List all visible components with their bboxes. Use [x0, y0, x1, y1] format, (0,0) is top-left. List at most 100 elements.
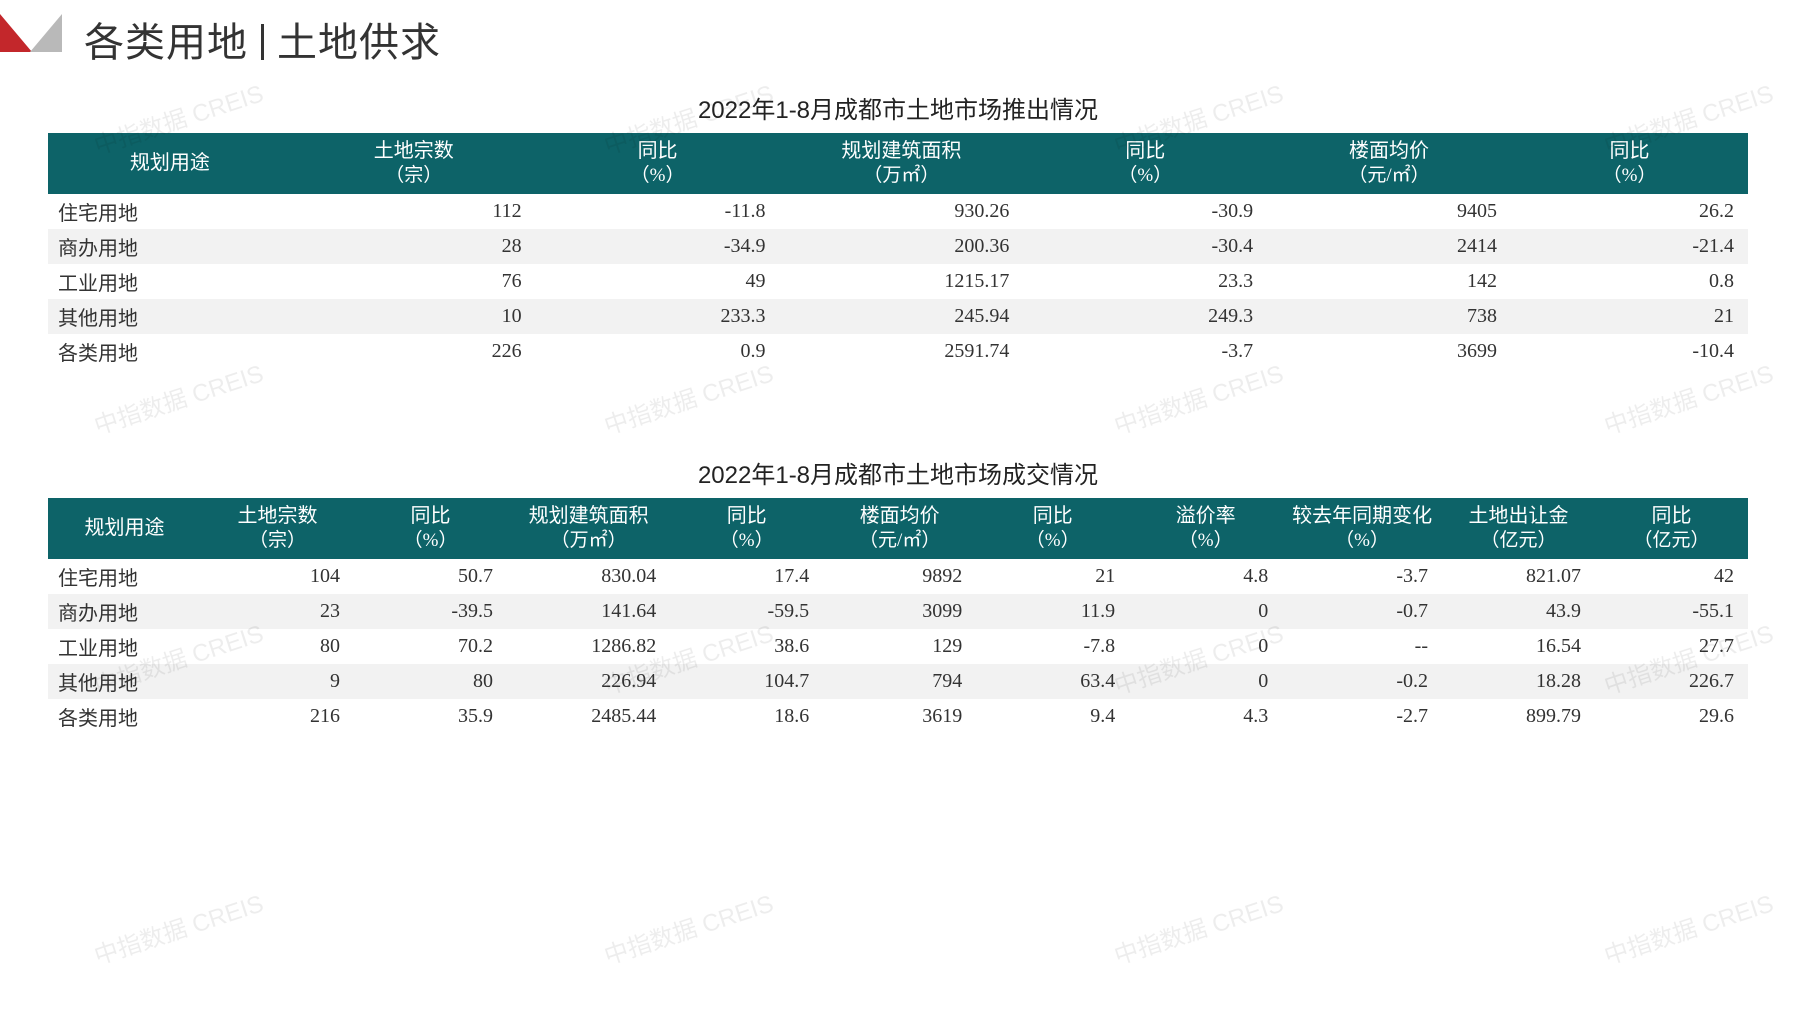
data-cell: 4.3 — [1129, 699, 1282, 734]
data-cell: 1286.82 — [507, 629, 670, 664]
data-cell: -11.8 — [536, 194, 780, 229]
data-cell: 9405 — [1267, 194, 1511, 229]
data-cell: 129 — [823, 629, 976, 664]
data-cell: 0.8 — [1511, 264, 1748, 299]
watermark-text: 中指数据 CREIS — [1599, 884, 1777, 972]
column-header-unit: （%） — [1515, 164, 1744, 188]
data-cell: 142 — [1267, 264, 1511, 299]
supply-section: 2022年1-8月成都市土地市场推出情况 规划用途土地宗数（宗）同比（%）规划建… — [48, 90, 1748, 369]
data-cell: 63.4 — [976, 664, 1129, 699]
table-row: 住宅用地10450.7830.0417.49892214.8-3.7821.07… — [48, 559, 1748, 594]
column-header-label: 同比 — [1609, 140, 1649, 162]
data-cell: -- — [1282, 629, 1442, 664]
table-row: 各类用地2260.92591.74-3.73699-10.4 — [48, 334, 1748, 369]
data-cell: 3619 — [823, 699, 976, 734]
column-header-label: 楼面均价 — [860, 505, 940, 527]
row-label-cell: 工业用地 — [48, 629, 201, 664]
column-header: 同比（%） — [536, 133, 780, 194]
column-header-label: 规划用途 — [130, 152, 210, 174]
row-label-cell: 各类用地 — [48, 699, 201, 734]
column-header-unit: （亿元） — [1599, 529, 1744, 553]
table-row: 工业用地76491215.1723.31420.8 — [48, 264, 1748, 299]
table-row: 各类用地21635.92485.4418.636199.44.3-2.7899.… — [48, 699, 1748, 734]
data-cell: 9.4 — [976, 699, 1129, 734]
watermark-text: 中指数据 CREIS — [1109, 884, 1287, 972]
data-cell: -3.7 — [1282, 559, 1442, 594]
data-cell: 0 — [1129, 629, 1282, 664]
table-row: 其他用地980226.94104.779463.40-0.218.28226.7 — [48, 664, 1748, 699]
column-header: 土地出让金（亿元） — [1442, 498, 1595, 559]
page-title-left: 各类用地 — [84, 20, 248, 65]
column-header-label: 溢价率 — [1176, 505, 1236, 527]
data-cell: 29.6 — [1595, 699, 1748, 734]
data-cell: 1215.17 — [779, 264, 1023, 299]
data-cell: 23 — [201, 594, 354, 629]
table-row: 工业用地8070.21286.8238.6129-7.80--16.5427.7 — [48, 629, 1748, 664]
data-cell: 10 — [292, 299, 536, 334]
column-header-unit: （%） — [540, 164, 776, 188]
data-cell: 2591.74 — [779, 334, 1023, 369]
column-header-unit: （亿元） — [1446, 529, 1591, 553]
transaction-section: 2022年1-8月成都市土地市场成交情况 规划用途土地宗数（宗）同比（%）规划建… — [48, 455, 1748, 734]
data-cell: -55.1 — [1595, 594, 1748, 629]
data-cell: 42 — [1595, 559, 1748, 594]
data-cell: 104 — [201, 559, 354, 594]
column-header: 土地宗数（宗） — [201, 498, 354, 559]
column-header: 楼面均价（元/㎡） — [1267, 133, 1511, 194]
data-cell: 3699 — [1267, 334, 1511, 369]
data-cell: -30.4 — [1023, 229, 1267, 264]
row-label-cell: 工业用地 — [48, 264, 292, 299]
column-header-label: 土地出让金 — [1468, 505, 1568, 527]
data-cell: 21 — [976, 559, 1129, 594]
column-header: 同比（亿元） — [1595, 498, 1748, 559]
transaction-table-title: 2022年1-8月成都市土地市场成交情况 — [48, 455, 1748, 490]
data-cell: 216 — [201, 699, 354, 734]
column-header-unit: （万㎡） — [511, 529, 666, 553]
brand-logo — [0, 14, 70, 52]
data-cell: 70.2 — [354, 629, 507, 664]
data-cell: 738 — [1267, 299, 1511, 334]
supply-table-title: 2022年1-8月成都市土地市场推出情况 — [48, 90, 1748, 125]
data-cell: 76 — [292, 264, 536, 299]
data-cell: 249.3 — [1023, 299, 1267, 334]
data-cell: 226.7 — [1595, 664, 1748, 699]
column-header: 土地宗数（宗） — [292, 133, 536, 194]
title-separator-icon — [261, 24, 264, 60]
data-cell: 2414 — [1267, 229, 1511, 264]
data-cell: 104.7 — [670, 664, 823, 699]
transaction-table: 规划用途土地宗数（宗）同比（%）规划建筑面积（万㎡）同比（%）楼面均价（元/㎡）… — [48, 498, 1748, 734]
data-cell: 226.94 — [507, 664, 670, 699]
column-header-label: 同比 — [411, 505, 451, 527]
column-header-unit: （宗） — [296, 164, 532, 188]
data-cell: 38.6 — [670, 629, 823, 664]
data-cell: 141.64 — [507, 594, 670, 629]
table-row: 住宅用地112-11.8930.26-30.9940526.2 — [48, 194, 1748, 229]
data-cell: 28 — [292, 229, 536, 264]
column-header-label: 土地宗数 — [238, 505, 318, 527]
data-cell: 233.3 — [536, 299, 780, 334]
data-cell: 26.2 — [1511, 194, 1748, 229]
column-header-label: 规划用途 — [85, 517, 165, 539]
data-cell: 49 — [536, 264, 780, 299]
data-cell: -34.9 — [536, 229, 780, 264]
row-label-cell: 各类用地 — [48, 334, 292, 369]
data-cell: 9892 — [823, 559, 976, 594]
data-cell: -10.4 — [1511, 334, 1748, 369]
column-header-unit: （宗） — [205, 529, 350, 553]
column-header: 同比（%） — [354, 498, 507, 559]
column-header-label: 楼面均价 — [1349, 140, 1429, 162]
column-header: 同比（%） — [1023, 133, 1267, 194]
watermark-text: 中指数据 CREIS — [89, 884, 267, 972]
data-cell: 0 — [1129, 664, 1282, 699]
data-cell: -3.7 — [1023, 334, 1267, 369]
row-label-cell: 商办用地 — [48, 229, 292, 264]
data-cell: 0.9 — [536, 334, 780, 369]
column-header: 同比（%） — [976, 498, 1129, 559]
column-header-label: 规划建筑面积 — [529, 505, 649, 527]
logo-gray-triangle — [30, 14, 62, 52]
data-cell: 80 — [354, 664, 507, 699]
column-header-unit: （%） — [1286, 529, 1438, 553]
supply-table: 规划用途土地宗数（宗）同比（%）规划建筑面积（万㎡）同比（%）楼面均价（元/㎡）… — [48, 133, 1748, 369]
data-cell: 830.04 — [507, 559, 670, 594]
column-header-label: 同比 — [727, 505, 767, 527]
